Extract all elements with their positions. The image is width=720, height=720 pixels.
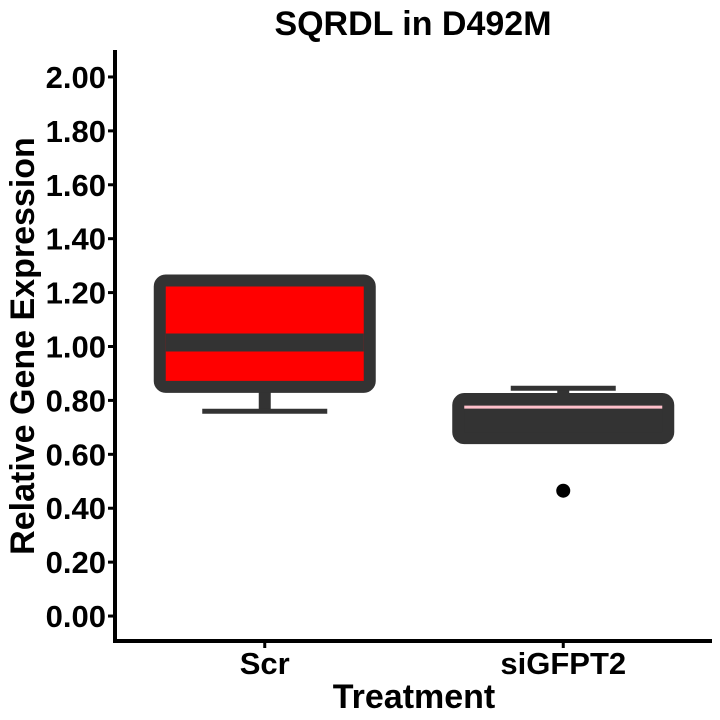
y-tick-label: 0.00: [46, 599, 106, 634]
x-tick-label: siGFPT2: [500, 646, 626, 681]
y-tick-label: 1.00: [46, 330, 106, 365]
chart-title: SQRDL in D492M: [274, 5, 551, 43]
y-tick-label: 1.80: [46, 114, 106, 149]
outlier-point: [556, 483, 571, 498]
x-axis-ticks: Scr siGFPT2: [240, 641, 626, 681]
y-tick-label: 1.60: [46, 168, 106, 203]
plot-area: [153, 274, 675, 498]
y-tick-label: 1.20: [46, 276, 106, 311]
y-axis-title: Relative Gene Expression: [4, 137, 42, 555]
iqr-box: [452, 393, 675, 445]
x-tick-label: Scr: [240, 646, 290, 681]
box-scr: [153, 274, 376, 414]
y-tick-label: 1.40: [46, 222, 106, 257]
y-tick-label: 0.80: [46, 383, 106, 418]
box-sigfpt2: [452, 385, 675, 498]
y-tick-label: 0.20: [46, 545, 106, 580]
y-tick-label: 0.40: [46, 491, 106, 526]
x-axis-title: Treatment: [333, 678, 496, 716]
y-tick-label: 2.00: [46, 60, 106, 95]
y-axis-ticks: 0.00 0.20 0.40 0.60 0.80 1.00 1.20 1.40 1.60 1.80…: [46, 60, 115, 634]
y-tick-label: 0.60: [46, 437, 106, 472]
